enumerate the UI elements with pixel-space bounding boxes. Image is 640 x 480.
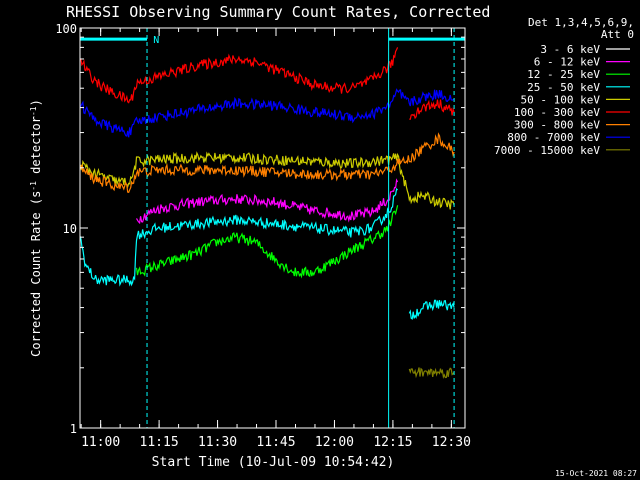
legend-label-2: 12 - 25 keV bbox=[527, 68, 600, 81]
series-6 bbox=[79, 132, 455, 193]
y-axis-label-sup-2: -1 bbox=[29, 106, 38, 116]
legend-label-3: 25 - 50 keV bbox=[527, 81, 600, 94]
series-6-trace bbox=[79, 132, 455, 193]
series-3 bbox=[79, 187, 455, 320]
x-tick-label-4: 12:00 bbox=[315, 435, 354, 450]
x-tick-label-6: 12:30 bbox=[432, 435, 471, 450]
legend-label-4: 50 - 100 keV bbox=[521, 93, 601, 106]
footer-timestamp: 15-Oct-2021 08:27 bbox=[555, 469, 637, 478]
x-tick-label-5: 12:15 bbox=[373, 435, 412, 450]
legend-header-line-2: Att 0 bbox=[601, 28, 634, 41]
legend-label-7: 800 - 7000 keV bbox=[507, 131, 600, 144]
series-5 bbox=[79, 47, 455, 120]
plot-area bbox=[79, 47, 455, 379]
series-8-trace bbox=[408, 367, 455, 379]
x-tick-label-3: 11:45 bbox=[256, 435, 295, 450]
y-axis-label-sup-1: -1 bbox=[29, 181, 38, 191]
legend-label-6: 300 - 800 keV bbox=[514, 119, 600, 132]
y-axis-label-main: Corrected Count Rate (s bbox=[29, 191, 43, 357]
axes: 100 10 1 11:00 11:15 11:30 11:45 12:00 12:15 12:3… bbox=[55, 22, 471, 450]
series-7-trace bbox=[79, 88, 455, 138]
legend-header-line-1: Det 1,3,4,5,6,9, bbox=[528, 16, 634, 29]
series-8 bbox=[408, 367, 455, 379]
legend-label-0: 3 - 6 keV bbox=[540, 43, 600, 56]
y-axis-label-end: ) bbox=[29, 99, 43, 106]
x-tick-label-1: 11:15 bbox=[140, 435, 179, 450]
series-3-trace bbox=[79, 187, 455, 320]
series-4-trace bbox=[80, 151, 455, 210]
series-0-trace bbox=[135, 192, 399, 247]
series-5-trace bbox=[79, 47, 455, 120]
legend-label-8: 7000 - 15000 keV bbox=[494, 144, 600, 157]
series-1-trace bbox=[135, 178, 399, 225]
legend-label-5: 100 - 300 keV bbox=[514, 106, 600, 119]
series-7 bbox=[79, 88, 455, 138]
series-2 bbox=[135, 205, 399, 279]
y-axis-label: Corrected Count Rate (s-1 detector-1) bbox=[29, 99, 43, 357]
series-0 bbox=[135, 192, 399, 247]
y-axis-label-mid: detector bbox=[29, 116, 43, 181]
x-axis-label: Start Time (10-Jul-09 10:54:42) bbox=[152, 455, 395, 470]
series-2-trace bbox=[135, 205, 399, 279]
x-tick-label-2: 11:30 bbox=[198, 435, 237, 450]
bar-label-n: N bbox=[153, 35, 159, 46]
y-tick-label-1: 10 bbox=[63, 222, 77, 236]
series-4 bbox=[80, 151, 455, 210]
y-tick-label-0: 100 bbox=[55, 22, 77, 36]
legend-label-1: 6 - 12 keV bbox=[534, 56, 601, 69]
series-1 bbox=[135, 178, 399, 225]
x-tick-label-0: 11:00 bbox=[81, 435, 120, 450]
y-tick-label-2: 1 bbox=[70, 422, 77, 436]
chart-title: RHESSI Observing Summary Count Rates, Co… bbox=[66, 3, 490, 21]
